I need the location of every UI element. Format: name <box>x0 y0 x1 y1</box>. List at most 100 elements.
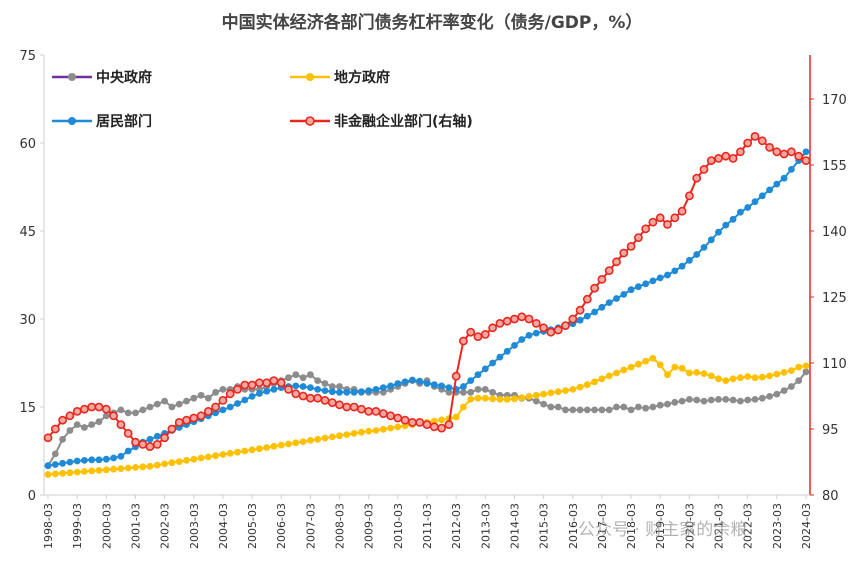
data-point <box>110 454 117 462</box>
data-point <box>664 400 671 408</box>
data-point <box>583 406 591 414</box>
legend-item-local-government: 地方政府 <box>290 69 390 86</box>
data-point <box>88 456 96 464</box>
left-tick-label: 15 <box>19 401 36 416</box>
data-point <box>204 453 212 461</box>
data-point <box>247 380 257 390</box>
plot-series <box>43 131 811 478</box>
x-tick-label: 2018-03 <box>625 503 638 549</box>
data-point <box>356 404 366 414</box>
x-tick-label: 2002-03 <box>159 503 172 549</box>
data-point <box>314 377 322 384</box>
data-point <box>51 470 59 478</box>
data-point <box>678 397 686 405</box>
data-point <box>291 389 301 399</box>
data-point <box>182 415 191 425</box>
data-point <box>525 332 533 339</box>
data-point <box>320 395 330 405</box>
x-tick-label: 2008-03 <box>334 503 347 549</box>
data-point <box>292 439 300 447</box>
data-point <box>474 386 482 393</box>
right-tick-label: 140 <box>822 225 847 240</box>
data-point <box>270 442 278 450</box>
data-point <box>152 439 162 449</box>
data-point <box>51 450 59 458</box>
data-point <box>277 441 285 449</box>
data-point <box>649 354 657 362</box>
left-tick-label: 75 <box>19 49 36 64</box>
data-point <box>226 403 234 411</box>
data-point <box>722 221 730 229</box>
data-point <box>750 131 760 141</box>
data-point <box>307 437 314 444</box>
legend-swatch-marker <box>68 117 76 125</box>
data-point <box>241 447 249 455</box>
data-point <box>358 428 365 436</box>
data-point <box>248 446 256 454</box>
data-point <box>313 393 323 403</box>
data-point <box>132 464 139 471</box>
data-point <box>496 353 504 361</box>
data-point <box>94 402 104 412</box>
data-point <box>678 262 686 270</box>
data-point <box>488 323 497 333</box>
data-point <box>139 463 147 471</box>
data-point <box>582 294 592 304</box>
data-point <box>335 400 344 410</box>
data-point <box>664 371 671 379</box>
data-point <box>102 466 110 474</box>
left-axis: 0 15 30 45 60 75 <box>19 49 45 504</box>
series-1 <box>44 354 810 478</box>
data-point <box>598 303 606 311</box>
data-point <box>481 386 489 393</box>
data-point <box>328 388 336 396</box>
data-point <box>102 412 110 420</box>
data-point <box>728 153 738 163</box>
x-tick-label: 2016-03 <box>567 503 580 549</box>
x-tick-label: 2006-03 <box>275 503 288 549</box>
data-point <box>161 460 169 468</box>
data-point <box>407 417 417 427</box>
data-point <box>627 363 635 371</box>
data-point <box>795 377 803 384</box>
data-point <box>692 173 702 183</box>
data-point <box>700 244 708 251</box>
data-point <box>364 406 374 416</box>
data-point <box>284 384 293 394</box>
data-point <box>503 396 511 403</box>
data-point <box>400 415 410 425</box>
data-point <box>744 396 752 404</box>
data-point <box>387 424 394 432</box>
data-point <box>729 375 737 383</box>
x-tick-label: 2004-03 <box>217 503 230 549</box>
data-point <box>234 400 241 407</box>
data-point <box>305 393 315 403</box>
data-point <box>788 383 795 390</box>
data-point <box>59 459 66 467</box>
data-point <box>445 384 453 391</box>
data-point <box>532 329 540 337</box>
data-point <box>700 370 708 377</box>
chart-title: 中国实体经济各部门债务杠杆率变化（债务/GDP，%） <box>222 12 643 33</box>
data-point <box>591 406 598 414</box>
data-point <box>649 403 657 411</box>
data-point <box>554 403 562 411</box>
data-point <box>161 397 169 405</box>
data-point <box>700 397 708 405</box>
data-point <box>635 403 642 411</box>
right-tick-label: 125 <box>822 291 847 306</box>
data-point <box>590 283 599 293</box>
x-tick-label: 2011-03 <box>421 503 434 549</box>
data-point <box>212 388 220 396</box>
data-point <box>466 327 476 337</box>
data-point <box>102 455 110 463</box>
data-point <box>605 299 613 306</box>
right-tick-label: 95 <box>822 423 839 438</box>
data-point <box>598 406 606 414</box>
x-tick-label: 2009-03 <box>363 503 376 549</box>
data-point <box>95 418 103 426</box>
data-point <box>146 403 154 411</box>
data-point <box>766 186 773 194</box>
data-point <box>460 403 467 411</box>
data-point <box>532 397 540 405</box>
